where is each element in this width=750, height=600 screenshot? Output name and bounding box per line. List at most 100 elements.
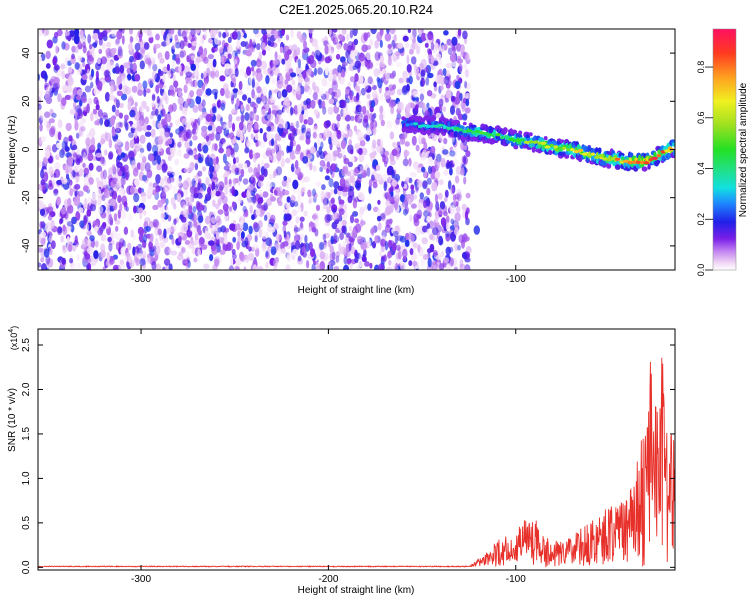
noise-blob xyxy=(252,152,257,163)
noise-blob xyxy=(38,109,43,118)
noise-blob xyxy=(46,123,51,132)
noise-blob xyxy=(314,228,319,237)
noise-blob xyxy=(387,250,393,258)
noise-blob xyxy=(111,164,116,172)
noise-blob xyxy=(134,128,138,139)
noise-blob xyxy=(413,181,418,187)
noise-blob xyxy=(367,76,373,85)
noise-blob xyxy=(280,248,287,254)
noise-blob xyxy=(96,180,104,191)
noise-blob xyxy=(207,133,214,139)
noise-blob xyxy=(139,147,145,153)
y-tick-label: -20 xyxy=(21,190,32,205)
noise-blob xyxy=(443,257,450,264)
noise-blob xyxy=(320,190,325,200)
noise-blob xyxy=(422,181,428,188)
noise-blob xyxy=(379,105,384,114)
noise-blob xyxy=(277,135,282,142)
noise-blob xyxy=(115,139,122,146)
noise-blob xyxy=(313,192,318,200)
noise-blob xyxy=(335,88,342,98)
noise-blob xyxy=(332,207,336,215)
noise-blob xyxy=(461,167,465,176)
noise-blob xyxy=(385,199,391,207)
noise-blob xyxy=(134,74,141,82)
noise-blob xyxy=(235,156,239,164)
noise-blob xyxy=(184,251,190,258)
noise-blob xyxy=(319,166,324,173)
snr-y-multiplier-exponent: 4 xyxy=(8,329,15,333)
noise-blob xyxy=(361,256,367,263)
noise-blob xyxy=(272,170,276,179)
noise-blob xyxy=(238,195,242,202)
noise-blob xyxy=(380,245,385,253)
noise-blob xyxy=(164,50,170,60)
noise-blob xyxy=(429,220,434,230)
noise-blob xyxy=(154,263,162,270)
noise-blob xyxy=(76,154,83,162)
noise-blob xyxy=(402,35,409,42)
noise-blob xyxy=(253,106,257,114)
noise-blob xyxy=(109,232,114,238)
noise-blob xyxy=(253,94,257,101)
noise-blob xyxy=(445,233,451,242)
noise-blob xyxy=(226,148,231,158)
noise-blob xyxy=(198,46,204,56)
noise-blob xyxy=(105,48,110,58)
noise-blob xyxy=(87,246,94,255)
noise-blob xyxy=(357,192,365,201)
noise-blob xyxy=(87,98,93,105)
noise-blob xyxy=(137,226,144,236)
noise-blob xyxy=(236,257,241,267)
noise-blob xyxy=(347,161,353,168)
noise-blob xyxy=(350,156,355,163)
signal-core xyxy=(627,160,633,165)
signal-blob xyxy=(564,153,570,159)
noise-blob xyxy=(225,123,229,131)
noise-blob xyxy=(191,40,198,47)
noise-blob xyxy=(360,241,367,251)
noise-blob xyxy=(332,79,338,85)
noise-blob xyxy=(352,65,358,71)
noise-blob xyxy=(341,61,348,67)
colorbar-gradient xyxy=(713,29,736,270)
noise-blob xyxy=(67,204,74,214)
noise-blob xyxy=(302,156,309,164)
signal-core xyxy=(503,135,510,139)
noise-blob xyxy=(449,53,457,63)
noise-blob xyxy=(190,55,197,61)
noise-blob xyxy=(338,208,345,216)
noise-blob xyxy=(312,214,318,220)
noise-blob xyxy=(236,198,243,204)
noise-blob xyxy=(255,247,260,257)
noise-blob xyxy=(73,165,80,173)
noise-blob xyxy=(352,29,358,37)
noise-blob xyxy=(349,237,355,247)
noise-blob xyxy=(456,42,462,52)
noise-blob xyxy=(129,35,133,44)
y-tick-label: 40 xyxy=(21,47,32,59)
noise-blob xyxy=(383,181,388,192)
noise-blob xyxy=(169,33,173,40)
noise-blob xyxy=(88,162,94,171)
noise-blob xyxy=(142,80,148,90)
noise-blob xyxy=(386,49,392,56)
noise-blob xyxy=(154,237,159,248)
noise-blob xyxy=(257,163,261,174)
noise-blob xyxy=(410,103,416,109)
noise-blob xyxy=(156,155,161,165)
noise-blob xyxy=(325,120,331,128)
noise-blob xyxy=(138,234,143,242)
noise-blob xyxy=(408,75,413,85)
noise-blob xyxy=(394,235,398,245)
noise-blob xyxy=(330,163,337,172)
noise-blob xyxy=(97,205,104,214)
noise-blob xyxy=(228,68,232,76)
noise-blob xyxy=(91,192,97,201)
noise-blob xyxy=(212,105,217,114)
signal-blob xyxy=(647,163,651,170)
noise-blob xyxy=(120,72,126,80)
noise-blob xyxy=(465,192,471,199)
noise-blob xyxy=(207,125,213,131)
